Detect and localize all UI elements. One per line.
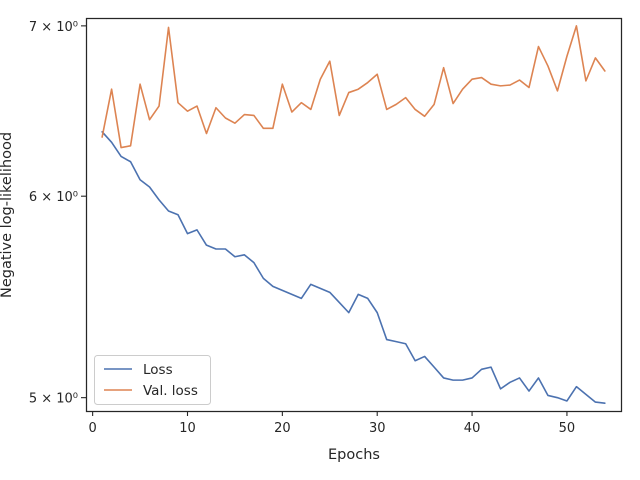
x-axis: 0 10 20 30 40 50 [88,411,575,436]
legend-label: Val. loss [143,383,198,399]
x-axis-label: Epochs [328,447,380,463]
series-layer [101,25,606,405]
x-tick-label: 10 [179,421,196,436]
series-line-val-loss [101,25,606,149]
x-tick-label: 20 [274,421,291,436]
y-tick-label: 6 × 10⁰ [29,190,78,205]
x-tick-label: 0 [88,421,96,436]
legend-box [94,355,211,405]
legend: Loss Val. loss [94,355,211,405]
y-axis: 5 × 10⁰ 6 × 10⁰ 7 × 10⁰ [29,20,86,407]
x-tick-label: 30 [369,421,386,436]
x-tick-label: 40 [464,421,481,436]
legend-label: Loss [143,362,173,378]
y-tick-label: 7 × 10⁰ [29,20,78,35]
y-axis-label: Negative log-likelihood [0,132,15,298]
axes-frame [85,17,623,413]
y-tick-label: 5 × 10⁰ [29,392,78,407]
x-tick-label: 50 [559,421,576,436]
series-line-loss [101,131,606,405]
